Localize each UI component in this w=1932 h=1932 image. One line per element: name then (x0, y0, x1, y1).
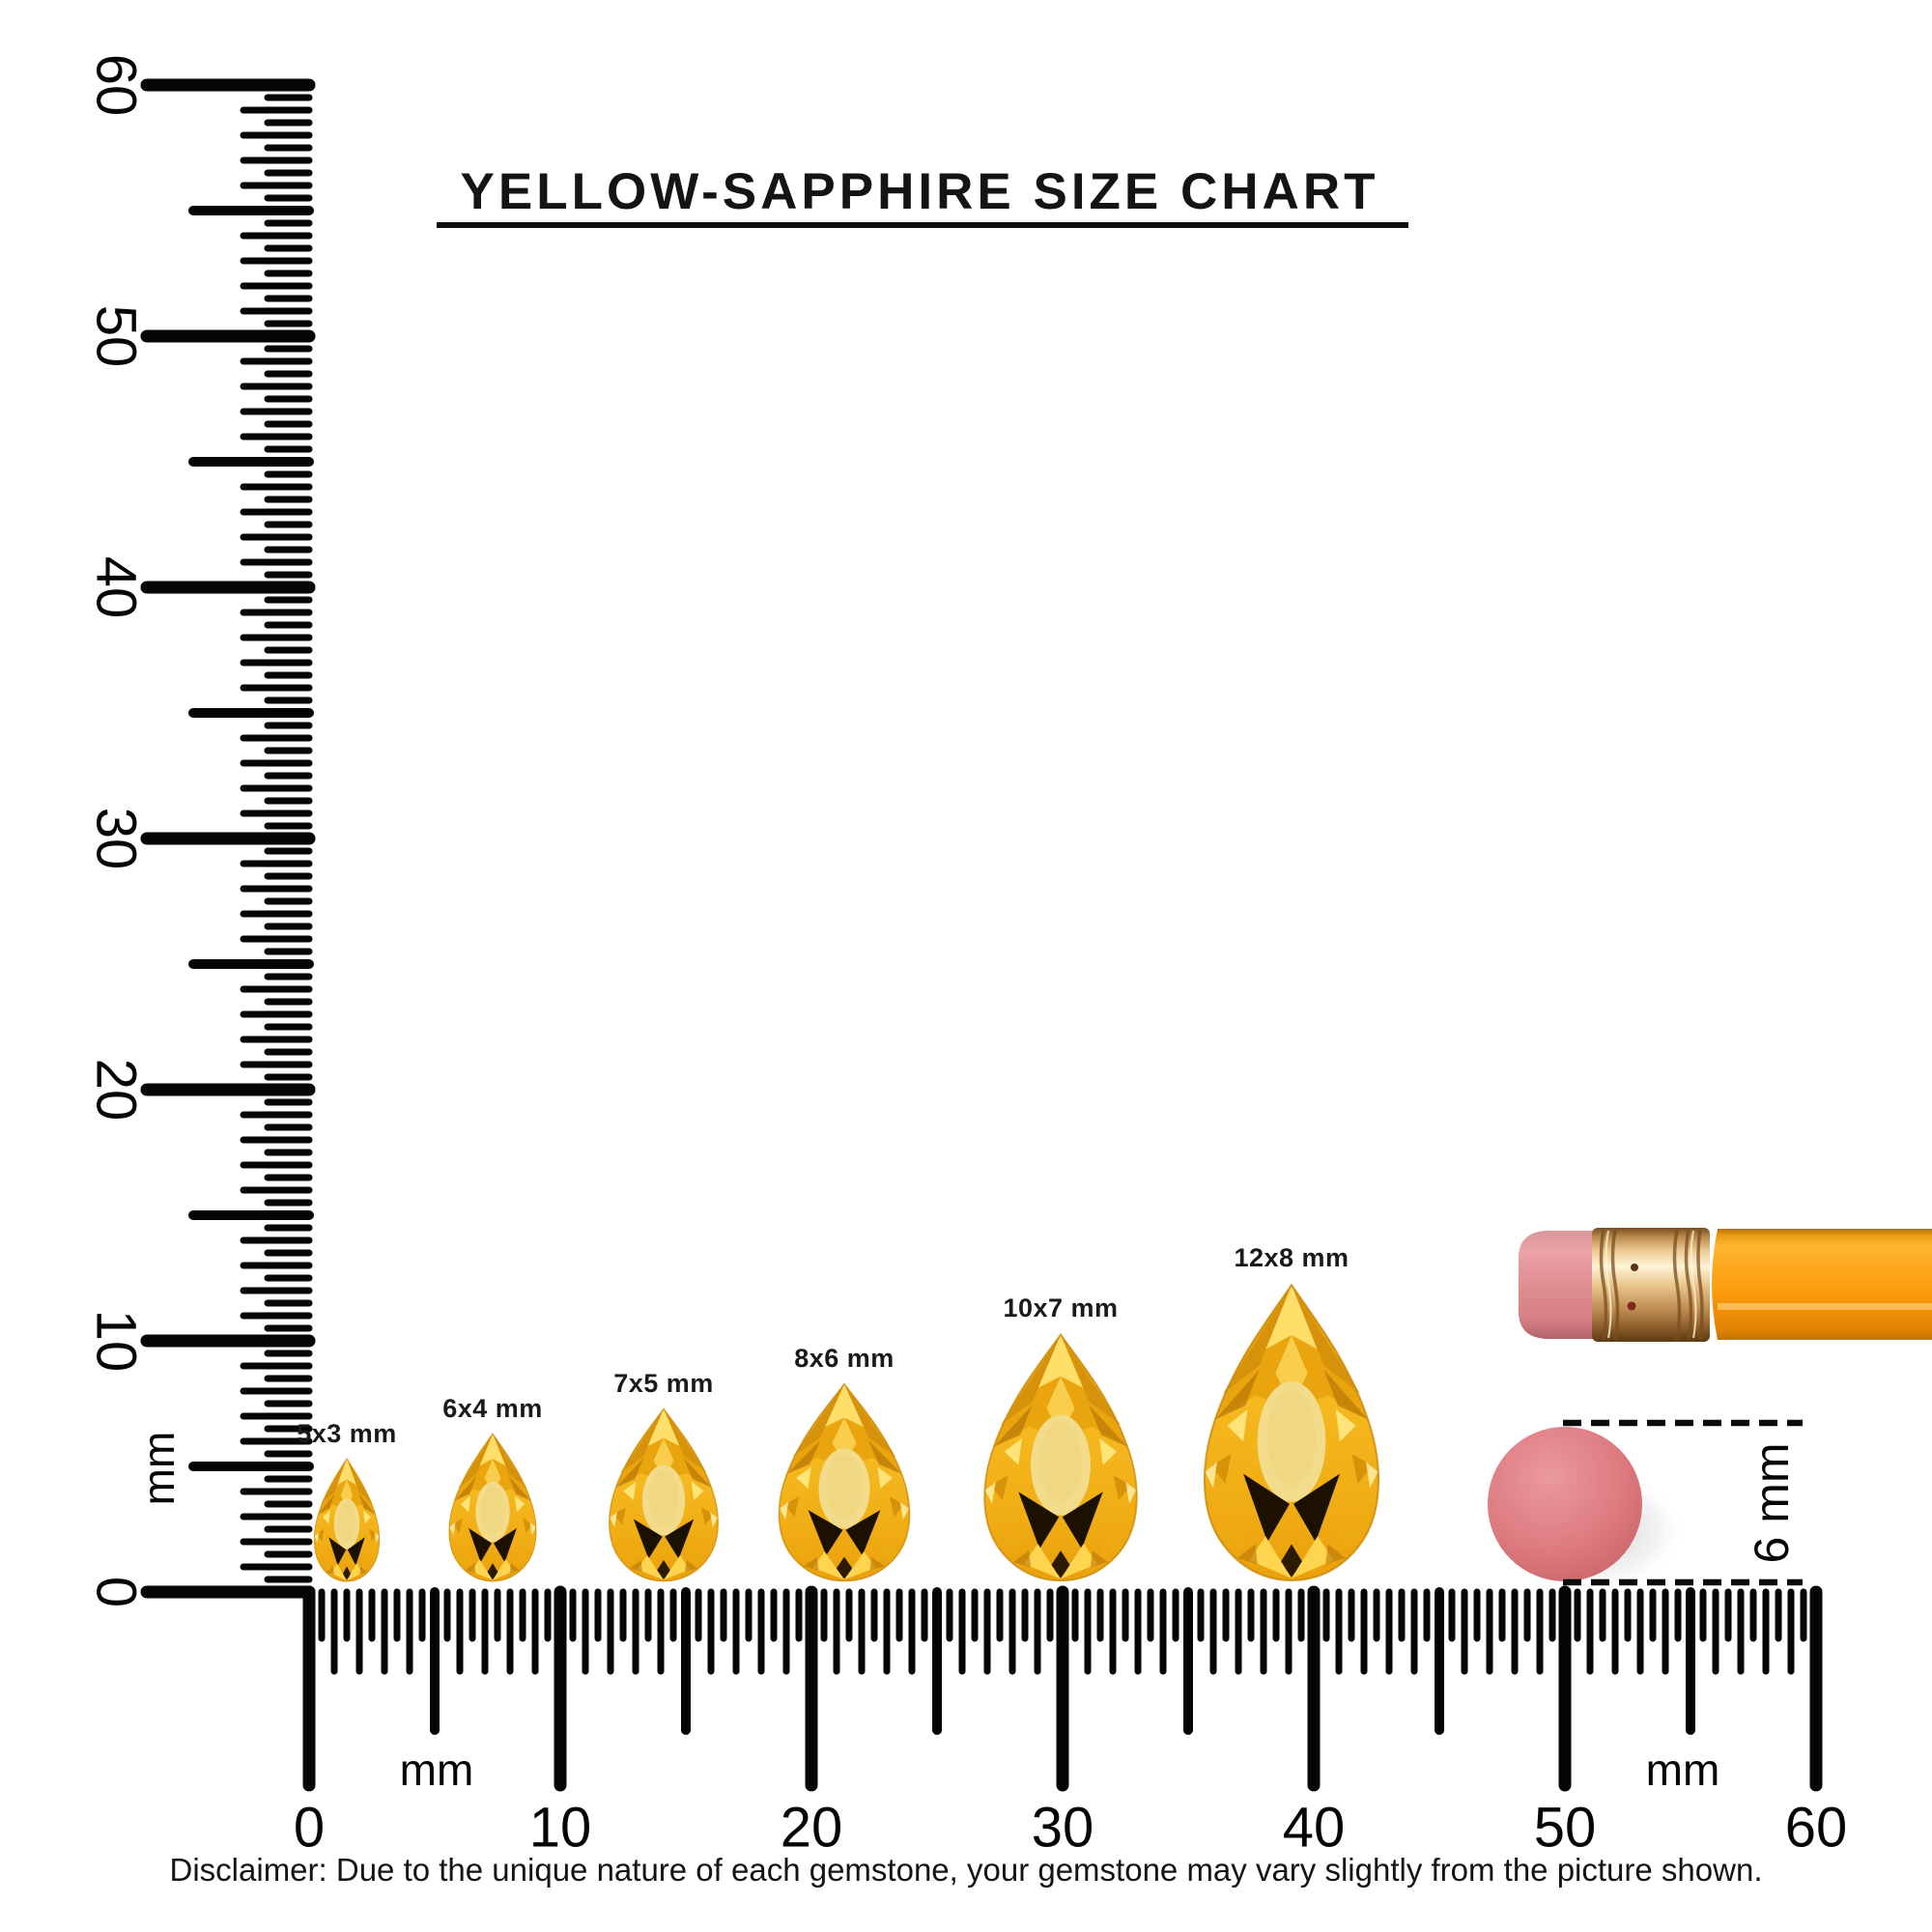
ruler-number: 30 (85, 808, 148, 870)
round-eraser (1488, 1427, 1642, 1581)
gem-6x4-mm: 6x4 mm (442, 1394, 543, 1582)
ruler-number: 60 (85, 54, 148, 117)
gem-size-label: 5x3 mm (297, 1419, 397, 1448)
gem-10x7-mm: 10x7 mm (983, 1293, 1138, 1582)
gem-size-label: 6x4 mm (442, 1394, 543, 1423)
gem-size-label: 8x6 mm (794, 1344, 895, 1373)
gem-stone (983, 1333, 1138, 1582)
gem-stone (1203, 1284, 1380, 1581)
ruler-number: 20 (85, 1059, 148, 1122)
gem-stone (313, 1458, 381, 1582)
gem-row: 5x3 mm 6x4 mm 7x5 mm 8x6 mm 10x7 mm 12x8 mm (297, 1243, 1380, 1582)
ruler-number: 20 (781, 1797, 843, 1860)
ruler-number: 10 (529, 1797, 592, 1860)
ruler-number: 50 (85, 305, 148, 368)
ruler-number: 60 (1785, 1797, 1848, 1860)
ruler-number: 40 (85, 556, 148, 619)
gem-stone (778, 1382, 911, 1582)
pencil-body-sheen (1718, 1303, 1932, 1310)
ferrule-rivet-dot (1631, 1264, 1638, 1271)
pencil-eraser (1519, 1231, 1599, 1339)
round-eraser-size-label: 6 mm (1745, 1443, 1799, 1564)
ruler-number: 50 (1534, 1797, 1597, 1860)
ferrule-rivet-dot (1627, 1301, 1636, 1311)
pencil (1519, 1228, 1932, 1342)
ruler-number: 30 (1032, 1797, 1094, 1860)
round-eraser-reference: 6 mm (1488, 1419, 1803, 1591)
ruler-unit-label: mm (1646, 1745, 1720, 1795)
page-title: YELLOW-SAPPHIRE SIZE CHART (461, 163, 1379, 220)
pencil-body (1712, 1229, 1932, 1340)
gem-stone (609, 1407, 719, 1582)
ruler-number: 40 (1283, 1797, 1346, 1860)
ruler-number: 0 (85, 1577, 148, 1607)
vertical-ruler: 0 10 20 30 40 50 60 mm (85, 54, 316, 1607)
ruler-number: 10 (85, 1310, 148, 1373)
ferrule-crimp-rings (1599, 1229, 1704, 1341)
gem-stone (448, 1433, 537, 1582)
gem-7x5-mm: 7x5 mm (609, 1369, 719, 1582)
ruler-unit-label: mm (133, 1432, 184, 1506)
ferrule-highlights (1605, 1230, 1697, 1339)
gem-8x6-mm: 8x6 mm (778, 1344, 911, 1582)
gem-5x3-mm: 5x3 mm (297, 1419, 397, 1582)
gem-size-label: 10x7 mm (1003, 1293, 1118, 1322)
gem-size-label: 12x8 mm (1234, 1243, 1349, 1272)
ruler-number: 0 (294, 1797, 325, 1860)
gem-12x8-mm: 12x8 mm (1203, 1243, 1380, 1581)
disclaimer: Disclaimer: Due to the unique nature of … (170, 1852, 1763, 1888)
ruler-unit-label: mm (400, 1745, 474, 1795)
gem-size-label: 7x5 mm (613, 1369, 714, 1398)
horizontal-ruler: 0 10 20 30 40 50 60 mm mm (294, 1585, 1848, 1860)
